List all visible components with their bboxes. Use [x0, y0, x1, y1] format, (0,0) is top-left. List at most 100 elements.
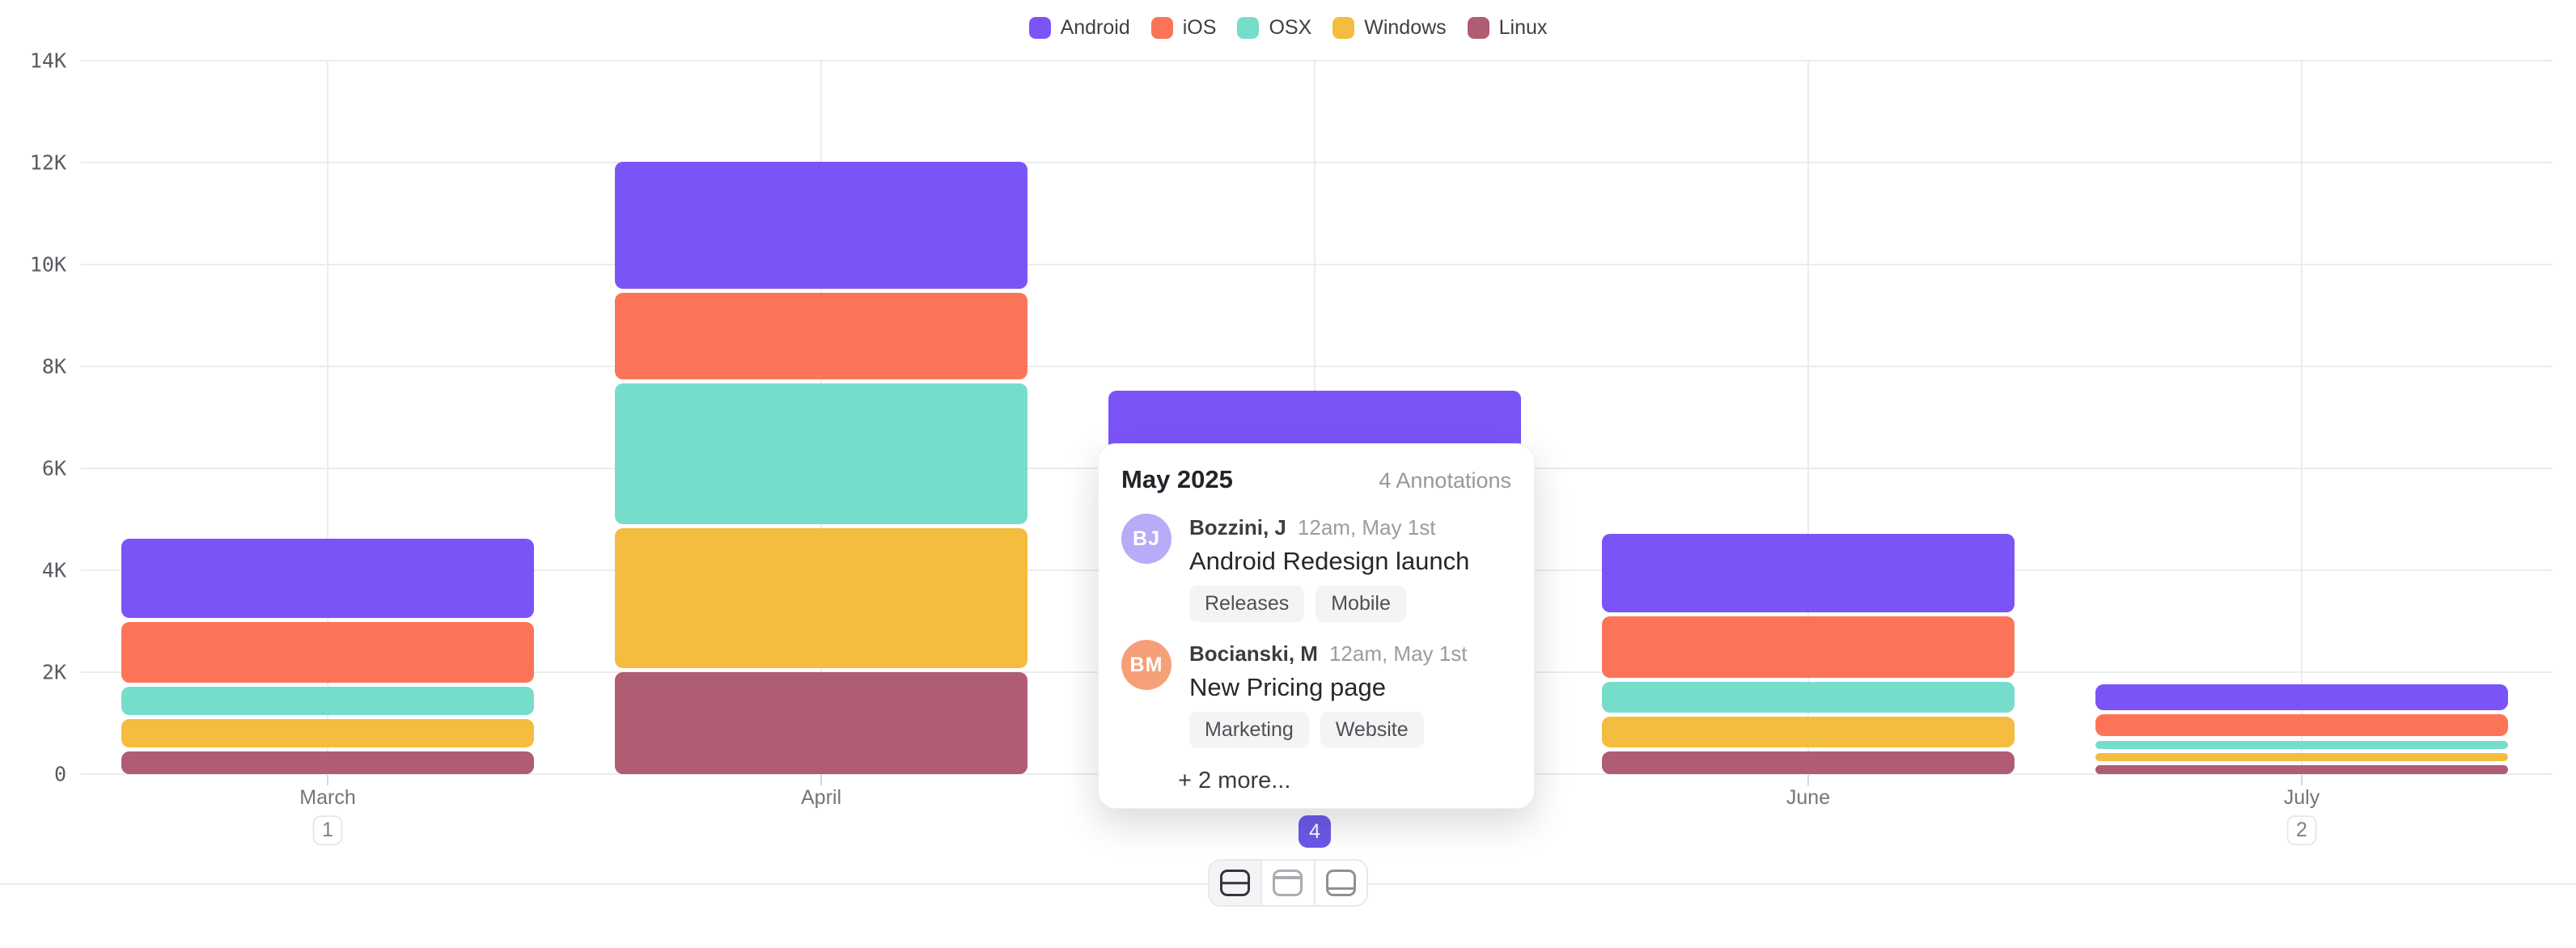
- x-axis-label-march: March: [299, 786, 356, 809]
- legend-label: Android: [1060, 16, 1130, 39]
- layout-split-horizontal-button[interactable]: [1210, 861, 1261, 905]
- annotation-author-name: Bozzini, J: [1189, 515, 1286, 540]
- annotation-tag-website: Website: [1320, 712, 1424, 748]
- annotation-tag-releases: Releases: [1189, 586, 1305, 622]
- h-gridline-12K: [81, 162, 2553, 163]
- legend-label: iOS: [1182, 16, 1217, 39]
- icon-divider-line: [1275, 876, 1301, 879]
- legend-item-windows[interactable]: Windows: [1332, 16, 1447, 40]
- annotation-count-badge-may[interactable]: 4: [1299, 815, 1331, 848]
- bar-segment-april-linux[interactable]: [615, 671, 1027, 774]
- layout-footer-bottom-icon: [1325, 870, 1356, 896]
- annotation-tag-row: Marketing Website: [1189, 712, 1467, 748]
- bar-segment-march-android[interactable]: [121, 539, 534, 618]
- v-gridline-march: [327, 61, 328, 774]
- bar-segment-june-ios[interactable]: [1602, 616, 2015, 679]
- annotation-timestamp: 12am, May 1st: [1328, 641, 1468, 666]
- legend-item-android[interactable]: Android: [1028, 16, 1130, 40]
- annotation-meta-line: Bocianski, M 12am, May 1st: [1189, 641, 1467, 667]
- popover-header: May 2025 4 Annotations: [1121, 465, 1511, 494]
- bar-segment-june-linux[interactable]: [1602, 751, 2015, 774]
- legend-swatch-icon: [1332, 17, 1355, 39]
- layout-switcher: [1208, 859, 1368, 907]
- icon-divider-line: [1222, 881, 1248, 885]
- chart-legend: Android iOS OSX Windows Linux: [0, 16, 2576, 40]
- h-gridline-10K: [81, 264, 2553, 265]
- layout-header-top-icon: [1273, 870, 1303, 896]
- y-axis-tick-label: 6K: [41, 456, 66, 480]
- bar-segment-april-android[interactable]: [615, 161, 1027, 290]
- bar-april: [615, 161, 1027, 774]
- bar-july: [2095, 683, 2508, 774]
- bar-segment-march-osx[interactable]: [121, 687, 534, 715]
- annotation-list: BJ Bozzini, J 12am, May 1st Android Redesig…: [1121, 514, 1511, 748]
- y-axis-tick-label: 2K: [41, 660, 66, 684]
- bar-segment-march-linux[interactable]: [121, 751, 534, 774]
- legend-item-linux[interactable]: Linux: [1467, 16, 1548, 40]
- bar-segment-july-linux[interactable]: [2095, 765, 2508, 774]
- bar-segment-july-android[interactable]: [2095, 683, 2508, 711]
- x-axis-tick: [327, 775, 328, 785]
- annotation-timestamp: 12am, May 1st: [1297, 515, 1436, 540]
- popover-annotation-count: 4 Annotations: [1379, 468, 1511, 493]
- annotation-author-avatar: BM: [1121, 640, 1171, 690]
- annotation-item[interactable]: BM Bocianski, M 12am, May 1st New Pricing p…: [1121, 640, 1511, 748]
- bar-segment-april-ios[interactable]: [615, 293, 1027, 380]
- annotation-tag-mobile: Mobile: [1316, 586, 1406, 622]
- show-more-annotations-link[interactable]: + 2 more...: [1178, 768, 1291, 794]
- annotation-body: Bocianski, M 12am, May 1st New Pricing pag…: [1189, 640, 1467, 748]
- annotation-text: Android Redesign launch: [1189, 547, 1470, 575]
- annotation-count-badge-march[interactable]: 1: [312, 815, 343, 845]
- legend-label: Windows: [1364, 16, 1447, 39]
- h-gridline-14K: [81, 60, 2553, 61]
- x-axis-tick: [820, 775, 822, 785]
- layout-split-horizontal-icon: [1220, 870, 1251, 896]
- y-axis-tick-label: 8K: [41, 354, 66, 379]
- v-gridline-june: [1807, 61, 1809, 774]
- bar-segment-april-osx[interactable]: [615, 383, 1027, 524]
- layout-header-top-button[interactable]: [1260, 861, 1313, 905]
- bar-segment-july-windows[interactable]: [2095, 752, 2508, 762]
- bar-segment-march-ios[interactable]: [121, 621, 534, 683]
- h-gridline-8K: [81, 366, 2553, 367]
- popover-title: May 2025: [1121, 465, 1233, 493]
- bar-segment-march-windows[interactable]: [121, 719, 534, 747]
- bar-segment-june-osx[interactable]: [1602, 682, 2015, 713]
- legend-swatch-icon: [1467, 17, 1489, 39]
- x-axis-tick: [2301, 775, 2303, 785]
- legend-swatch-icon: [1237, 17, 1260, 39]
- y-axis-tick-label: 10K: [29, 252, 66, 277]
- bar-segment-july-osx[interactable]: [2095, 740, 2508, 749]
- bar-march: [121, 539, 534, 774]
- legend-label: OSX: [1269, 16, 1312, 39]
- legend-item-ios[interactable]: iOS: [1150, 16, 1217, 40]
- icon-divider-line: [1328, 887, 1354, 890]
- bar-segment-june-windows[interactable]: [1602, 716, 2015, 747]
- legend-item-osx[interactable]: OSX: [1237, 16, 1311, 40]
- y-axis-tick-label: 4K: [41, 558, 66, 582]
- x-axis-tick: [1807, 775, 1809, 785]
- v-gridline-july: [2301, 61, 2303, 774]
- x-axis-label-july: July: [2283, 786, 2320, 809]
- annotations-popover: May 2025 4 Annotations BJ Bozzini, J 12am,…: [1098, 443, 1535, 809]
- annotation-author-name: Bocianski, M: [1189, 641, 1318, 666]
- annotation-meta-line: Bozzini, J 12am, May 1st: [1189, 515, 1469, 540]
- bar-segment-april-windows[interactable]: [615, 527, 1027, 668]
- annotation-tag-row: Releases Mobile: [1189, 586, 1469, 622]
- annotation-tag-marketing: Marketing: [1189, 712, 1309, 748]
- bar-segment-june-android[interactable]: [1602, 533, 2015, 613]
- legend-swatch-icon: [1150, 17, 1173, 39]
- x-axis-label-june: June: [1786, 786, 1831, 809]
- annotation-body: Bozzini, J 12am, May 1st Android Redesign …: [1189, 514, 1469, 622]
- y-axis-tick-label: 0: [53, 762, 66, 786]
- x-axis-label-april: April: [800, 786, 842, 809]
- annotation-count-badge-july[interactable]: 2: [2286, 815, 2317, 845]
- legend-label: Linux: [1498, 16, 1548, 39]
- y-axis-tick-label: 12K: [29, 150, 66, 175]
- annotation-author-avatar: BJ: [1121, 514, 1171, 564]
- bar-segment-july-ios[interactable]: [2095, 714, 2508, 737]
- layout-footer-bottom-button[interactable]: [1313, 861, 1366, 905]
- annotation-item[interactable]: BJ Bozzini, J 12am, May 1st Android Redesig…: [1121, 514, 1511, 622]
- y-axis-tick-label: 14K: [29, 49, 66, 73]
